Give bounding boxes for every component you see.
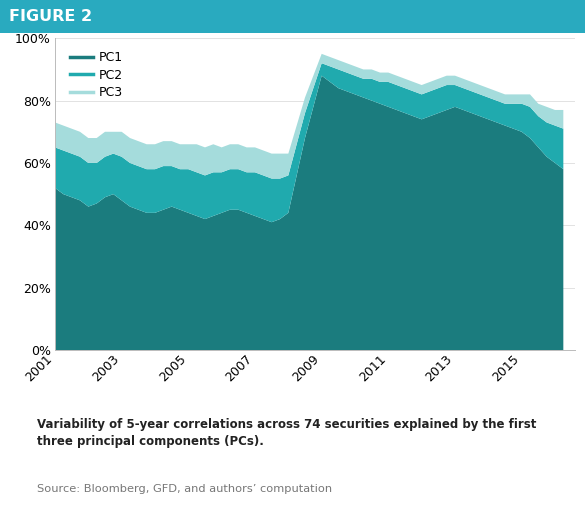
Text: Variability of 5-year correlations across 74 securities explained by the first
t: Variability of 5-year correlations acros…	[37, 417, 537, 447]
Text: FIGURE 2: FIGURE 2	[9, 9, 92, 24]
Legend: PC1, PC2, PC3: PC1, PC2, PC3	[67, 47, 127, 103]
Text: Source: Bloomberg, GFD, and authors’ computation: Source: Bloomberg, GFD, and authors’ com…	[37, 484, 333, 494]
